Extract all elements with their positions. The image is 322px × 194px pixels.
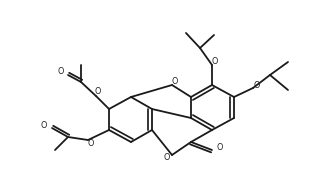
Text: O: O [212,57,218,67]
Text: O: O [254,81,260,89]
Text: O: O [164,152,170,161]
Text: O: O [41,120,47,130]
Text: O: O [172,76,178,86]
Text: O: O [88,139,94,147]
Text: O: O [58,68,64,76]
Text: O: O [95,87,101,96]
Text: O: O [217,144,223,152]
